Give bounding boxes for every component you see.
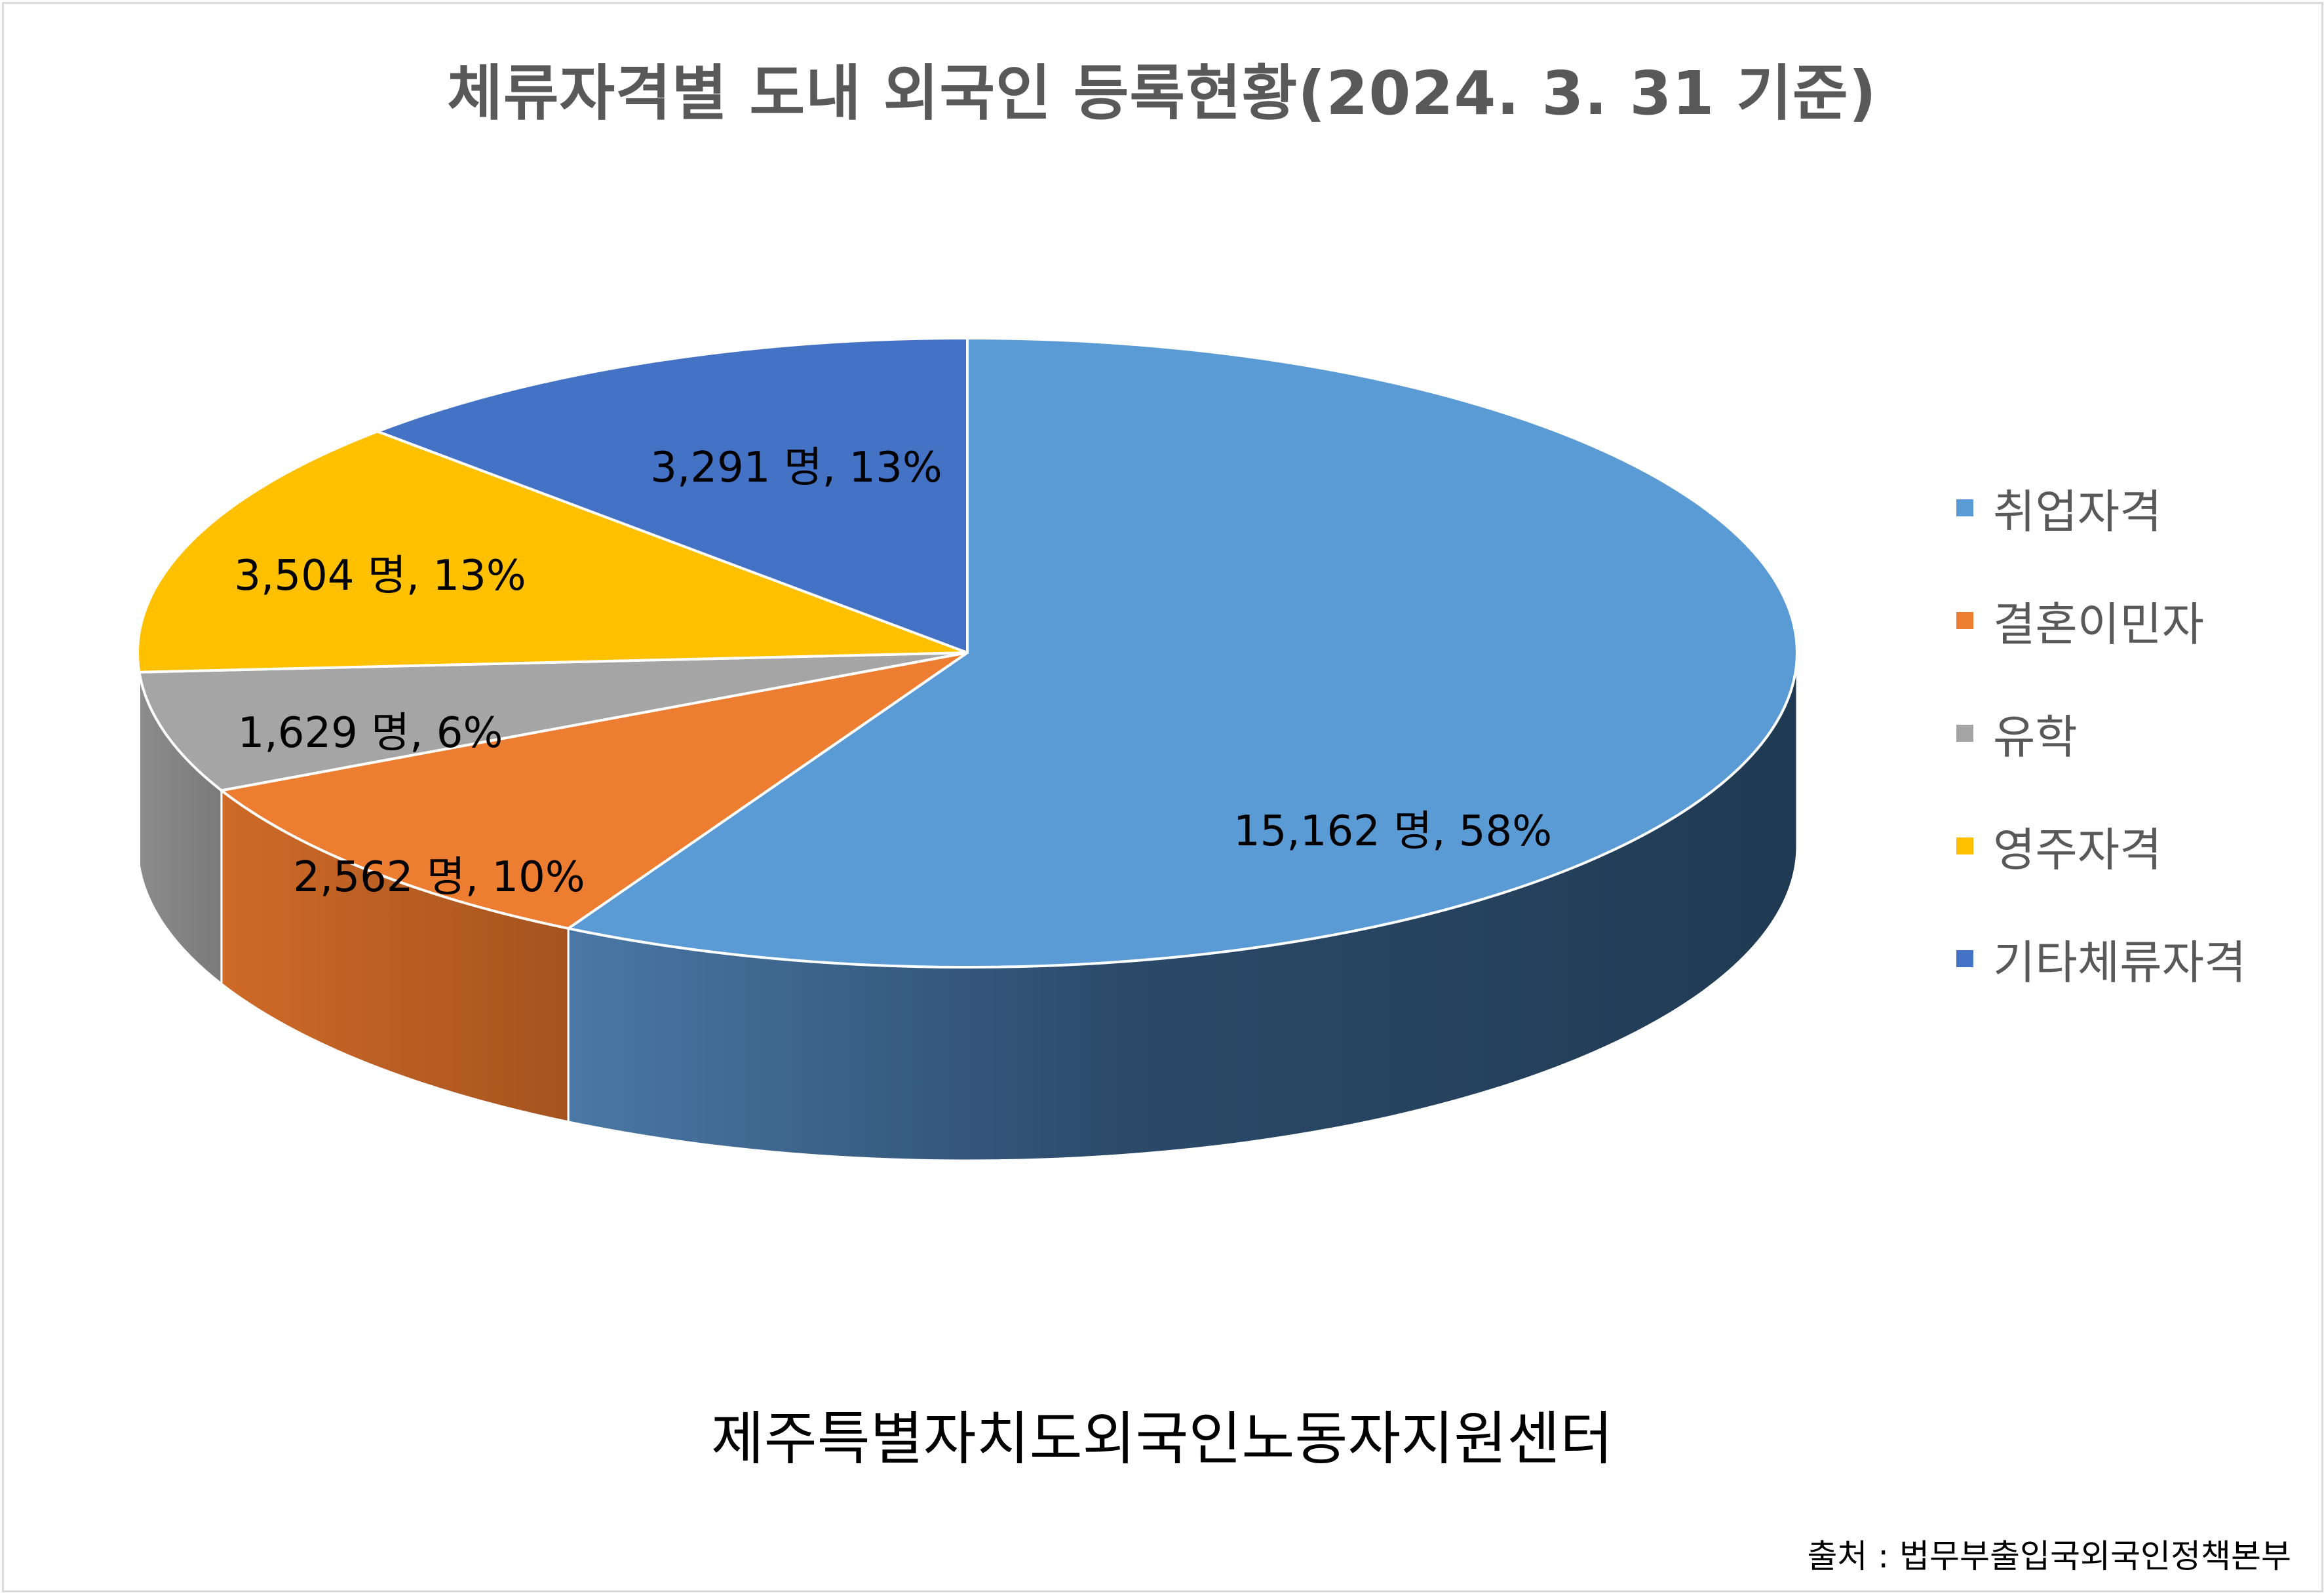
pie-slice-side-permanent-residence (136, 652, 140, 866)
legend-label: 취업자격 (1993, 484, 2162, 539)
organization-name: 제주특별자치도외국인노동자지원센터 (710, 1405, 1614, 1472)
legend-label: 기타체류자격 (1993, 935, 2247, 989)
legend-item-study-abroad: 유학 (1956, 710, 2246, 764)
data-label-permanent-residence: 3,504 명, 13% (234, 552, 526, 600)
chart-legend: 취업자격 결혼이민자 유학 영주자격 기타체류자격 (1956, 485, 2246, 1048)
pie-slice-study-abroad (138, 651, 969, 792)
legend-swatch (1956, 725, 1973, 742)
pie-slice-marriage-immigrant (220, 651, 969, 930)
legend-swatch (1956, 837, 1973, 854)
legend-swatch (1956, 950, 1973, 967)
legend-swatch (1956, 499, 1973, 516)
data-label-marriage-immigrant: 2,562 명, 10% (293, 853, 585, 902)
legend-label: 유학 (1993, 710, 2078, 764)
pie-slice-employment (567, 337, 1798, 969)
data-label-other-status: 3,291 명, 13% (650, 444, 942, 492)
legend-label: 영주자격 (1993, 822, 2162, 877)
legend-label: 결혼이민자 (1993, 597, 2204, 651)
data-label-study-abroad: 1,629 명, 6% (238, 709, 503, 758)
legend-item-marriage-immigrant: 결혼이민자 (1956, 598, 2246, 651)
legend-item-other-status: 기타체류자격 (1956, 936, 2246, 989)
legend-swatch (1956, 612, 1973, 629)
legend-item-permanent-residence: 영주자격 (1956, 823, 2246, 877)
pie-slice-other-status (376, 337, 969, 654)
pie-slice-permanent-residence (136, 430, 969, 674)
source-note: 출처 : 법무부출입국외국인정책본부 (1807, 1537, 2291, 1575)
legend-item-employment: 취업자격 (1956, 485, 2246, 539)
data-label-employment: 15,162 명, 58% (1233, 807, 1552, 856)
chart-title: 체류자격별 도내 외국인 등록현황(2024. 3. 31 기준) (447, 58, 1877, 128)
